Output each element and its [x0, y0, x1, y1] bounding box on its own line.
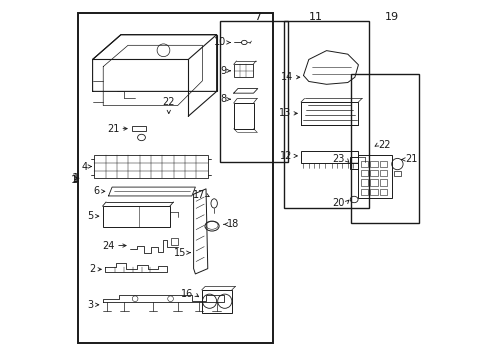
Bar — [370, 189, 378, 195]
Bar — [78, 13, 273, 343]
Bar — [202, 290, 232, 313]
Text: 20: 20 — [333, 198, 345, 208]
Text: 21: 21 — [107, 123, 119, 134]
Text: 22: 22 — [379, 140, 391, 149]
Text: 19: 19 — [385, 12, 399, 22]
Text: 16: 16 — [181, 289, 194, 299]
Text: 15: 15 — [174, 248, 187, 258]
Text: 9: 9 — [220, 66, 226, 76]
Bar — [234, 103, 253, 129]
Text: 23: 23 — [333, 154, 345, 165]
Bar — [361, 161, 368, 167]
Text: 6: 6 — [94, 186, 99, 196]
Text: 11: 11 — [309, 12, 323, 22]
Bar — [361, 179, 368, 186]
Bar — [284, 21, 369, 208]
Text: 8: 8 — [220, 94, 226, 104]
Text: 14: 14 — [281, 72, 294, 82]
Bar — [234, 64, 253, 77]
Text: 21: 21 — [406, 154, 418, 165]
Bar — [380, 170, 388, 176]
Bar — [370, 161, 378, 167]
Bar — [361, 189, 368, 195]
Text: 5: 5 — [87, 211, 94, 221]
Bar — [220, 21, 288, 162]
Bar — [380, 161, 388, 167]
Text: 24: 24 — [102, 240, 115, 251]
Text: 7: 7 — [254, 12, 261, 22]
Bar — [171, 238, 178, 244]
Bar — [132, 126, 146, 131]
Bar — [301, 150, 358, 163]
Text: 12: 12 — [280, 151, 293, 161]
Text: 1: 1 — [72, 172, 80, 185]
Text: 10: 10 — [214, 37, 226, 48]
Bar — [370, 179, 378, 186]
Bar — [370, 170, 378, 176]
Text: 3: 3 — [88, 300, 94, 310]
Text: 1: 1 — [72, 175, 78, 185]
Bar — [351, 74, 418, 222]
Text: 22: 22 — [163, 97, 175, 107]
Text: 4: 4 — [81, 162, 87, 171]
Text: 18: 18 — [227, 219, 239, 229]
Bar — [358, 155, 392, 198]
Bar — [380, 189, 388, 195]
Text: 2: 2 — [89, 264, 96, 274]
Bar — [349, 157, 358, 169]
Text: 17: 17 — [193, 190, 205, 200]
Bar — [361, 170, 368, 176]
Bar — [380, 179, 388, 186]
Text: 13: 13 — [279, 108, 291, 118]
Bar — [102, 206, 170, 227]
Bar — [394, 171, 401, 176]
Bar — [95, 155, 208, 178]
